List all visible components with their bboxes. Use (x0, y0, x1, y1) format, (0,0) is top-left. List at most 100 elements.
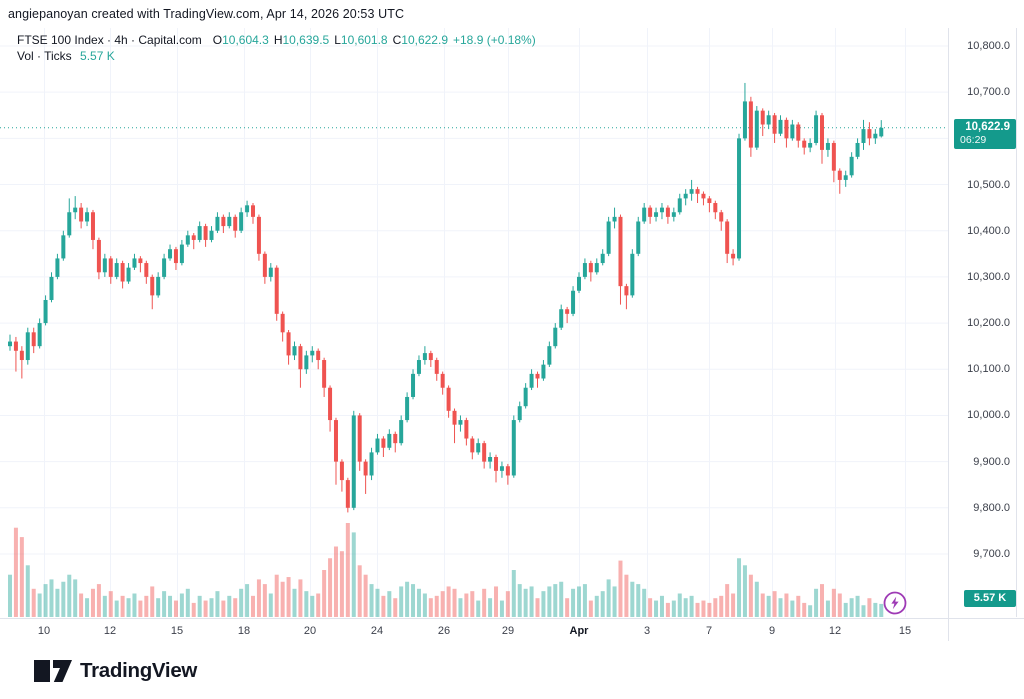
candle-body (796, 124, 801, 141)
candle-body (855, 142, 860, 157)
volume-bar (600, 591, 605, 617)
volume-bar (565, 598, 570, 617)
time-tick-label: 15 (898, 625, 912, 637)
candle-body (802, 140, 807, 148)
volume-bar (227, 595, 232, 617)
candle-body (108, 258, 113, 277)
volume-bar (411, 584, 416, 617)
volume-bar (43, 584, 48, 617)
volume-bar (553, 584, 558, 617)
last-price-badge: 10,622.9 06:29 (954, 119, 1016, 149)
volume-bar (304, 591, 309, 617)
volume-bar (576, 586, 581, 617)
price-tick-label: 10,700.0 (967, 86, 1010, 99)
volume-bar (695, 602, 700, 617)
candle-body (618, 216, 623, 287)
candle-body (274, 267, 279, 314)
volume-bar (357, 565, 362, 617)
candle-body (310, 350, 315, 356)
candle-body (251, 205, 256, 217)
volume-bar (262, 584, 267, 617)
candle-body (245, 205, 250, 213)
volume-bar (648, 598, 653, 617)
candle-body (760, 110, 765, 125)
time-tick-label: 24 (370, 625, 384, 637)
candle-body (428, 353, 433, 361)
volume-bar (268, 593, 273, 617)
volume-bar (606, 579, 611, 617)
volume-bar (79, 593, 84, 617)
candle-body (8, 341, 12, 347)
candle-body (683, 193, 688, 199)
candle-body (393, 433, 398, 444)
tradingview-logo-icon (34, 660, 72, 682)
volume-bar (310, 595, 315, 617)
volume-bar (825, 600, 830, 617)
symbol-title[interactable]: FTSE 100 Index · 4h · Capital.com (17, 33, 202, 47)
candle-body (328, 387, 333, 421)
volume-bar (760, 593, 765, 617)
candle-body (654, 212, 659, 217)
candle-body (488, 457, 493, 462)
volume-bar (203, 600, 208, 617)
volume-bar (642, 588, 647, 617)
volume-bar (452, 588, 457, 617)
volume-bar (322, 570, 327, 617)
candle-body (630, 253, 635, 296)
candle-body (440, 373, 445, 388)
candle-body (144, 263, 149, 277)
volume-bar (185, 588, 190, 617)
candle-body (642, 207, 647, 222)
volume-bar (778, 598, 783, 617)
volume-bar (440, 591, 445, 617)
volume-bar (108, 591, 113, 617)
last-volume-badge: 5.57 K (964, 590, 1016, 607)
volume-bar (742, 565, 747, 617)
volume-bar (156, 598, 161, 617)
volume-bar (387, 591, 392, 617)
candle-body (837, 170, 842, 180)
price-tick-label: 10,000.0 (967, 409, 1010, 422)
volume-label[interactable]: Vol · Ticks (17, 49, 72, 63)
last-price-value: 10,622.9 (965, 121, 1010, 133)
volume-bar (61, 581, 66, 617)
volume-bar (772, 591, 777, 617)
volume-bar (369, 584, 374, 617)
volume-bar (298, 579, 303, 617)
volume-bar (855, 595, 860, 617)
volume-bar (102, 595, 107, 617)
candle-body (659, 207, 664, 213)
volume-bar (701, 600, 706, 617)
candle-body (499, 466, 504, 471)
candle-body (707, 198, 712, 204)
volume-bar (470, 591, 475, 617)
volume-bar (624, 574, 629, 617)
time-tick-label: 18 (237, 625, 251, 637)
volume-bar (571, 588, 576, 617)
volume-bar (784, 593, 789, 617)
high-value: H10,639.5 (273, 33, 330, 47)
candle-body (624, 286, 629, 296)
candle-body (594, 263, 599, 273)
price-tick-label: 10,800.0 (967, 40, 1010, 52)
change-value: +18.9 (+0.18%) (453, 33, 536, 47)
volume-bar (280, 581, 285, 617)
candle-body (61, 235, 66, 259)
candle-body (138, 258, 143, 264)
tradingview-logo[interactable]: TradingView (33, 657, 197, 685)
volume-bar (31, 588, 36, 617)
volume-bar (19, 537, 24, 617)
bar-countdown: 06:29 (960, 134, 987, 146)
candle-body (37, 323, 42, 347)
candle-body (719, 212, 724, 222)
price-tick-label: 10,100.0 (967, 363, 1010, 376)
candle-body (748, 101, 753, 148)
flash-button[interactable] (883, 591, 907, 615)
volume-bar (333, 546, 338, 617)
volume-bar (879, 603, 884, 617)
candle-body (292, 346, 297, 356)
candle-body (67, 212, 72, 236)
candle-body (648, 207, 653, 217)
volume-bar (399, 586, 404, 617)
